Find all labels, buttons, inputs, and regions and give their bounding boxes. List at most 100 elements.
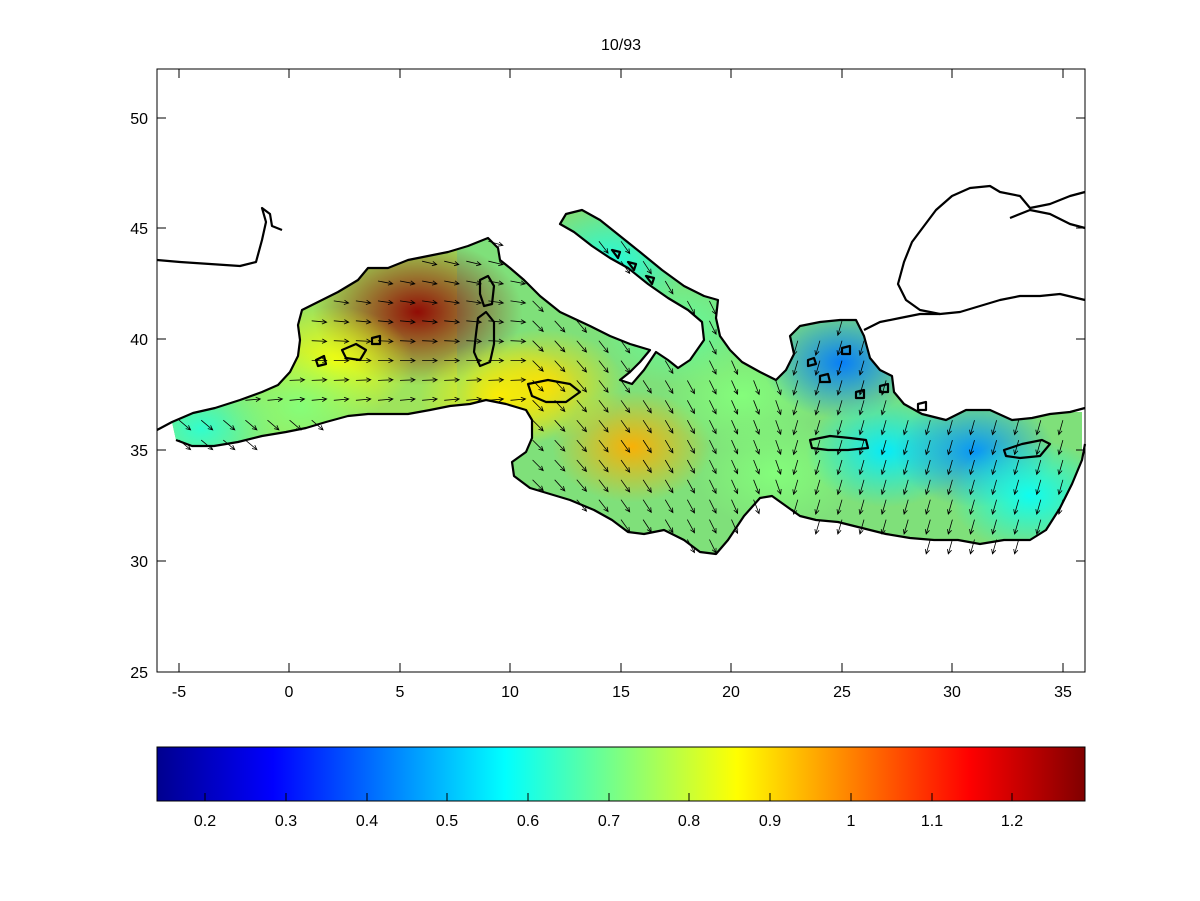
quiver-arrow — [642, 499, 652, 514]
quiver-arrow — [554, 479, 566, 492]
quiver-arrow — [510, 338, 527, 344]
quiver-arrow — [902, 439, 909, 456]
quiver-arrow — [969, 519, 975, 535]
quiver-arrow — [814, 420, 821, 436]
africa-coast — [175, 398, 1087, 556]
y-tick-label: 25 — [130, 665, 148, 682]
quiver-arrow — [991, 499, 997, 515]
quiver-arrow — [598, 439, 609, 453]
quiver-arrow — [554, 439, 566, 452]
x-tick-label: -5 — [172, 684, 186, 701]
quiver-arrow — [178, 439, 192, 451]
quiver-arrow — [466, 377, 483, 383]
quiver-arrow — [991, 539, 997, 555]
quiver-arrow — [576, 419, 588, 433]
quiver-arrow — [814, 400, 821, 416]
colorbar-tick-label: 0.2 — [194, 813, 216, 830]
quiver-arrow — [311, 358, 328, 364]
quiver-arrow — [814, 360, 821, 376]
quiver-arrow — [223, 439, 236, 451]
quiver-arrow — [554, 419, 566, 432]
x-tick-label: 25 — [833, 684, 851, 701]
quiver-arrow — [686, 459, 695, 474]
quiver-arrow — [947, 539, 953, 555]
quiver-arrow — [686, 439, 695, 455]
quiver-arrows — [178, 240, 1064, 555]
quiver-arrow — [731, 499, 739, 515]
quiver-arrow — [814, 459, 821, 476]
quiver-arrow — [709, 519, 717, 534]
quiver-arrow — [466, 260, 482, 267]
quiver-arrow — [311, 319, 328, 325]
quiver-arrow — [642, 439, 652, 454]
quiver-arrow — [598, 499, 609, 513]
quiver-arrow — [686, 420, 695, 435]
quiver-arrow — [814, 499, 821, 515]
quiver-arrow — [245, 439, 258, 451]
quiver-arrow — [924, 539, 931, 555]
quiver-arrow — [1057, 439, 1064, 456]
quiver-arrow — [488, 299, 505, 305]
quiver-arrow — [488, 396, 505, 402]
quiver-arrow — [969, 439, 975, 456]
quiver-arrow — [245, 419, 258, 431]
quiver-arrow — [709, 400, 717, 415]
quiver-arrow — [924, 519, 931, 535]
quiver-arrow — [991, 479, 997, 496]
quiver-arrow — [620, 499, 631, 513]
quiver-arrow — [902, 459, 909, 476]
quiver-arrow — [355, 319, 372, 325]
quiver-arrow — [902, 479, 909, 496]
quiver-arrow — [880, 479, 887, 496]
quiver-arrow — [664, 360, 674, 375]
quiver-arrow — [947, 519, 953, 535]
quiver-arrow — [642, 459, 652, 474]
quiver-arrow — [399, 396, 416, 402]
quiver-arrow — [620, 340, 631, 354]
quiver-arrow — [709, 439, 717, 455]
quiver-arrow — [664, 519, 674, 534]
colorbar-tick-label: 0.4 — [356, 813, 378, 830]
quiver-arrow — [858, 519, 865, 535]
quiver-arrow — [620, 459, 631, 473]
quiver-arrow — [598, 419, 609, 433]
quiver-arrow — [836, 479, 843, 496]
quiver-arrow — [792, 499, 799, 515]
quiver-arrow — [1013, 499, 1020, 515]
quiver-arrow — [902, 519, 909, 535]
quiver-arrow — [598, 360, 609, 374]
quiver-arrow — [576, 499, 588, 512]
quiver-arrow — [554, 380, 566, 393]
quiver-arrow — [969, 499, 975, 515]
quiver-arrow — [1057, 459, 1064, 476]
quiver-arrow — [510, 377, 527, 383]
quiver-arrow — [836, 519, 843, 535]
quiver-arrow — [1013, 420, 1020, 436]
quiver-arrow — [333, 396, 350, 402]
quiver-arrow — [664, 439, 674, 454]
quiver-arrow — [991, 439, 997, 456]
quiver-arrow — [792, 360, 799, 376]
quiver-arrow — [969, 539, 975, 555]
quiver-arrow — [1035, 459, 1042, 476]
quiver-arrow — [554, 360, 566, 373]
dalmatian-islands — [610, 248, 656, 286]
quiver-arrow — [880, 499, 887, 515]
quiver-arrow — [377, 396, 394, 402]
quiver-arrow — [466, 319, 483, 325]
atlantic-coast — [156, 206, 283, 268]
quiver-arrow — [1013, 439, 1020, 456]
quiver-arrow — [731, 519, 739, 535]
quiver-arrow — [377, 299, 394, 305]
quiver-arrow — [664, 479, 674, 494]
quiver-arrow — [814, 519, 821, 535]
y-tick-label: 35 — [130, 443, 148, 460]
quiver-arrow — [1013, 479, 1020, 496]
quiver-arrow — [444, 396, 461, 402]
quiver-arrow — [576, 439, 588, 453]
quiver-arrow — [289, 419, 302, 431]
quiver-arrow — [731, 380, 739, 395]
quiver-arrow — [775, 479, 782, 495]
quiver-arrow — [466, 280, 482, 286]
